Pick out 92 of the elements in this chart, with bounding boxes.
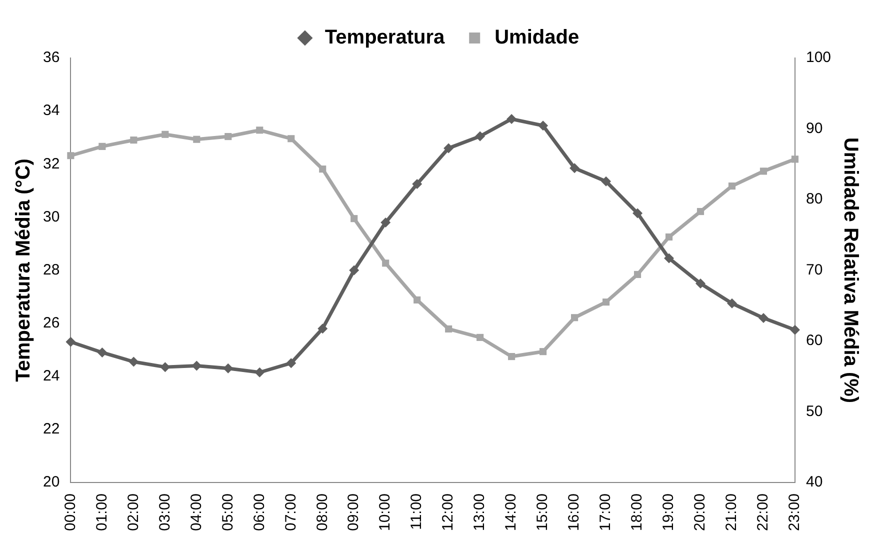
point <box>414 296 421 304</box>
point <box>254 367 265 378</box>
y2-tick-label: 100 <box>806 49 832 66</box>
legend-label: Umidade <box>494 26 580 49</box>
y2-axis-title: Umidade Relativa Média (%) <box>839 137 862 404</box>
point <box>318 324 328 334</box>
x-tick-label: 13:00 <box>471 493 488 532</box>
point <box>790 324 800 335</box>
point <box>350 215 358 222</box>
point <box>445 325 452 332</box>
y-axis-title: Temperatura Média (°C) <box>12 158 35 382</box>
point <box>632 208 643 218</box>
x-tick-label: 17:00 <box>597 493 614 532</box>
point <box>319 166 326 173</box>
y2-tick-label: 70 <box>806 261 823 278</box>
x-tick-label: 05:00 <box>219 493 236 532</box>
point <box>758 312 768 323</box>
x-tick-label: 06:00 <box>250 493 268 532</box>
point <box>130 136 138 144</box>
y-tick-label: 36 <box>42 49 60 66</box>
x-tick-label: 14:00 <box>502 493 520 532</box>
point <box>602 298 610 306</box>
point <box>162 130 169 138</box>
point <box>696 278 706 288</box>
point <box>634 270 642 278</box>
x-tick-label: 10:00 <box>376 493 394 532</box>
point <box>382 260 390 267</box>
point <box>475 131 486 142</box>
point <box>538 120 548 131</box>
point <box>98 142 106 150</box>
point <box>540 348 547 356</box>
point <box>256 126 264 134</box>
point <box>728 182 736 190</box>
point <box>192 360 202 371</box>
y-tick-label: 30 <box>42 208 60 226</box>
point <box>224 132 232 140</box>
point <box>223 363 234 374</box>
point <box>380 217 391 228</box>
point <box>696 208 704 216</box>
point <box>570 163 580 174</box>
y-tick-label: 34 <box>42 102 60 120</box>
point <box>412 179 422 190</box>
point <box>760 168 768 175</box>
point <box>128 356 139 367</box>
y-tick-label: 26 <box>42 314 60 332</box>
point <box>506 114 517 124</box>
point <box>601 176 612 186</box>
y-tick-label: 28 <box>42 261 60 278</box>
y-tick-label: 24 <box>42 367 60 384</box>
x-tick-label: 23:00 <box>786 493 804 532</box>
x-tick-label: 18:00 <box>628 493 646 532</box>
point <box>160 362 170 372</box>
point <box>508 353 516 360</box>
legend-label: Temperatura <box>324 26 446 49</box>
x-tick-label: 11:00 <box>408 493 426 530</box>
x-tick-label: 21:00 <box>723 493 740 532</box>
point <box>665 233 673 241</box>
x-tick-label: 02:00 <box>124 493 142 532</box>
x-tick-label: 16:00 <box>566 493 583 532</box>
x-tick-label: 08:00 <box>314 493 331 532</box>
point <box>664 253 674 264</box>
x-tick-label: 22:00 <box>754 493 772 532</box>
point <box>791 156 799 163</box>
point <box>67 152 74 160</box>
y-tick-label: 20 <box>42 474 60 491</box>
y2-tick-label: 80 <box>806 190 823 208</box>
point <box>726 298 737 308</box>
y-tick-label: 32 <box>42 155 60 172</box>
point <box>97 347 108 358</box>
x-tick-label: 00:00 <box>62 493 79 532</box>
x-tick-label: 03:00 <box>156 493 174 532</box>
y-tick-label: 22 <box>42 420 60 438</box>
point <box>476 334 484 341</box>
y2-tick-label: 50 <box>806 402 823 420</box>
point <box>288 135 295 142</box>
x-tick-label: 15:00 <box>534 493 552 532</box>
point <box>571 314 578 322</box>
x-tick-label: 12:00 <box>440 493 457 532</box>
point <box>193 136 200 143</box>
x-tick-label: 07:00 <box>282 493 300 532</box>
y2-tick-label: 90 <box>806 120 823 137</box>
x-tick-label: 01:00 <box>93 493 110 532</box>
x-tick-label: 09:00 <box>345 493 362 532</box>
point <box>444 143 454 154</box>
y2-tick-label: 60 <box>806 332 823 350</box>
point <box>349 265 360 276</box>
y2-tick-label: 40 <box>806 474 823 491</box>
x-tick-label: 20:00 <box>692 493 709 532</box>
point <box>286 358 296 368</box>
x-tick-label: 04:00 <box>188 493 205 532</box>
x-tick-label: 19:00 <box>660 493 678 532</box>
point <box>66 336 76 347</box>
